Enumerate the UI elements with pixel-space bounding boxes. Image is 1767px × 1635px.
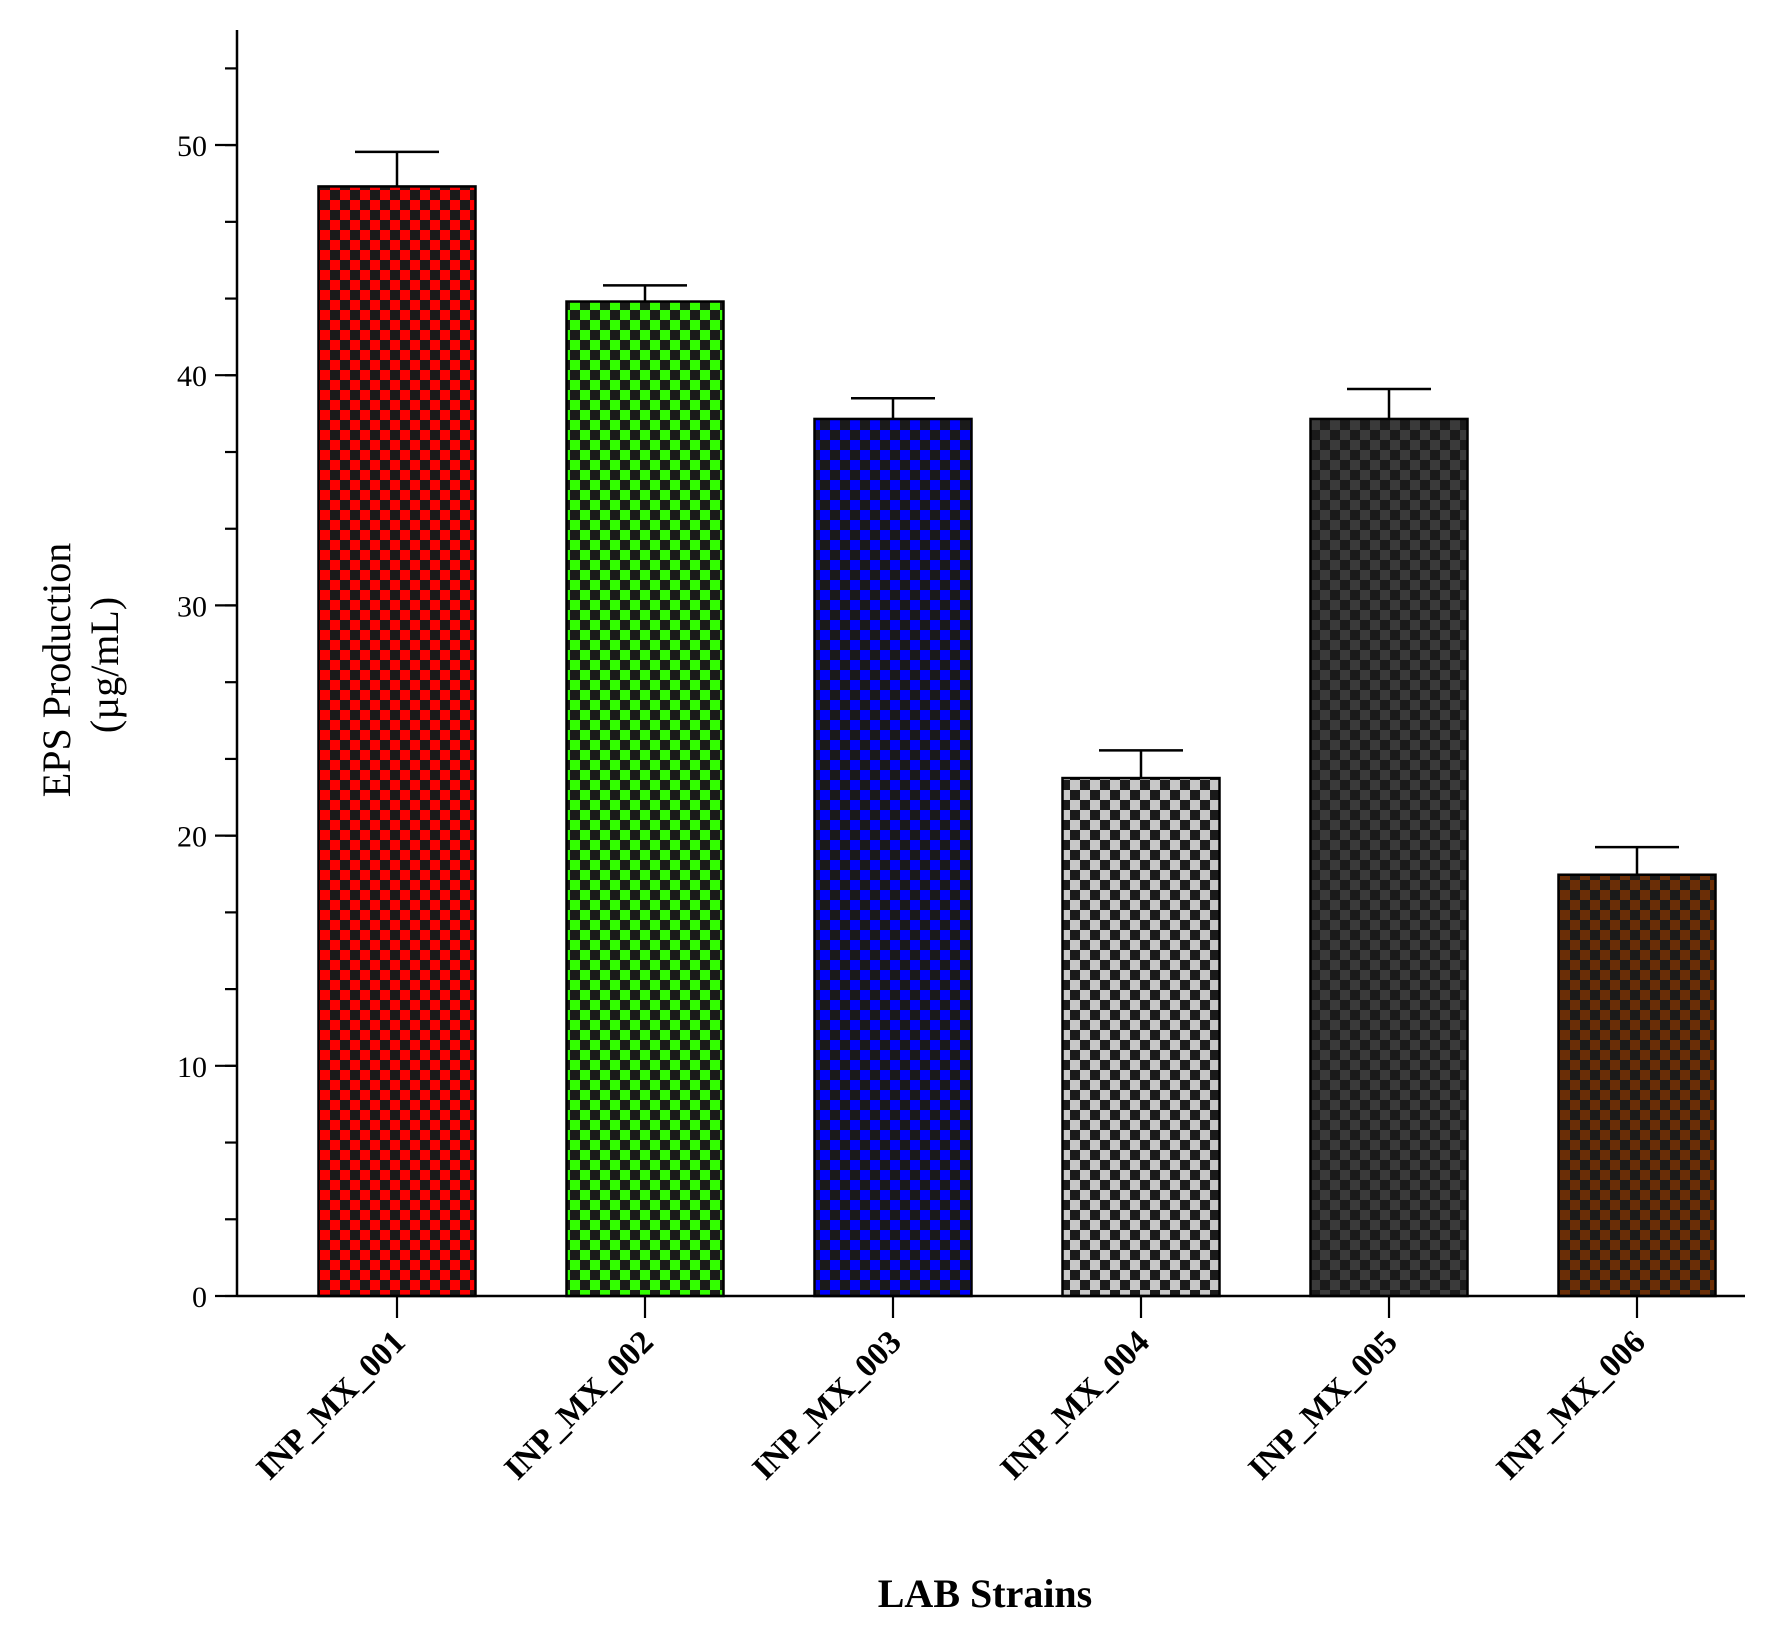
- bar-INP_MX_003: [814, 418, 972, 1296]
- x-tick-label: INP_MX_004: [994, 1324, 1157, 1487]
- x-tick-label: INP_MX_001: [250, 1324, 413, 1487]
- x-axis-label: LAB Strains: [878, 1571, 1093, 1616]
- y-tick-label: 10: [177, 1051, 207, 1084]
- y-tick-label: 30: [177, 590, 207, 623]
- y-axis-label-line1: EPS Production: [34, 543, 79, 797]
- y-axis-label-line2: (µg/mL): [82, 597, 127, 733]
- bar-INP_MX_004: [1062, 778, 1220, 1296]
- bar-INP_MX_006: [1558, 874, 1716, 1296]
- bars-layer: [317, 185, 1717, 1298]
- y-tick-label: 50: [177, 130, 207, 163]
- y-tick-label: 40: [177, 360, 207, 393]
- x-tick-label: INP_MX_002: [498, 1324, 661, 1487]
- y-tick-label: 0: [192, 1281, 207, 1314]
- bar-INP_MX_002: [566, 301, 724, 1296]
- y-ticks: 0 10 20 30 40 50: [177, 67, 237, 1314]
- x-tick-label: INP_MX_005: [1242, 1324, 1405, 1487]
- bar-INP_MX_001: [318, 186, 476, 1296]
- bar-INP_MX_005: [1310, 418, 1468, 1296]
- y-tick-label: 20: [177, 821, 207, 854]
- error-bars-layer: [355, 150, 1679, 875]
- x-tick-label: INP_MX_006: [1490, 1324, 1653, 1487]
- x-ticks: INP_MX_001 INP_MX_002 INP_MX_003 INP_MX_004…: [250, 1296, 1653, 1487]
- x-tick-label: INP_MX_003: [746, 1324, 909, 1487]
- y-axis-label: EPS Production (µg/mL): [34, 533, 127, 797]
